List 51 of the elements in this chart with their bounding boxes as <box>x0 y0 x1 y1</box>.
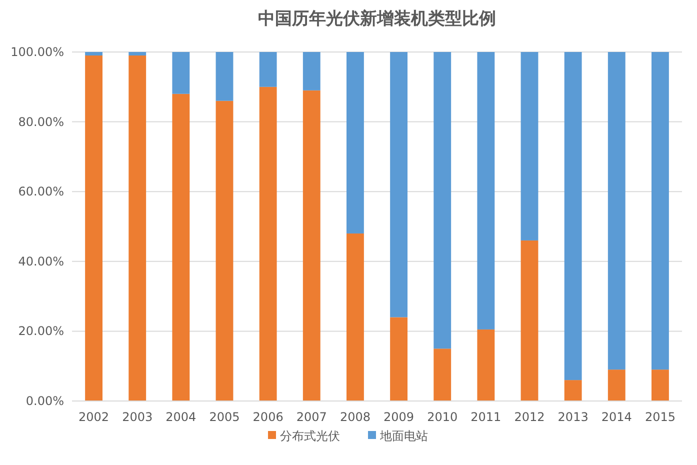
y-tick-label: 40.00% <box>18 254 64 268</box>
legend-label: 分布式光伏 <box>280 429 340 443</box>
x-tick-label: 2002 <box>78 410 110 424</box>
bar <box>434 52 452 349</box>
y-tick-label: 60.00% <box>18 184 64 199</box>
x-tick-label: 2007 <box>296 410 327 424</box>
bar <box>652 52 669 370</box>
y-tick-label: 100.00% <box>10 45 64 59</box>
x-tick-label: 2006 <box>252 410 284 424</box>
bar <box>564 380 582 401</box>
bar <box>652 370 669 401</box>
bar <box>172 94 190 401</box>
bar <box>216 100 234 401</box>
bar <box>172 52 190 94</box>
bar <box>259 86 277 401</box>
bar <box>128 52 146 56</box>
bar <box>302 52 320 90</box>
bar <box>302 90 320 401</box>
chart-title: 中国历年光伏新增装机类型比例 <box>258 9 496 29</box>
bar <box>346 233 364 401</box>
x-tick-label: 2010 <box>427 410 458 424</box>
bar <box>85 55 102 401</box>
bar <box>216 52 234 101</box>
bar <box>346 52 364 234</box>
x-tick-label: 2009 <box>384 410 414 424</box>
bar <box>128 55 146 401</box>
bar <box>477 52 495 330</box>
bar <box>390 52 408 318</box>
x-tick-label: 2014 <box>601 410 632 424</box>
bar <box>477 329 495 401</box>
bar <box>434 348 452 401</box>
legend-label: 地面电站 <box>379 429 428 443</box>
x-tick-label: 2012 <box>514 410 545 424</box>
x-tick-label: 2004 <box>166 410 196 424</box>
bar <box>520 52 538 240</box>
bar <box>390 317 408 401</box>
bar <box>564 52 582 380</box>
x-tick-label: 2008 <box>340 410 370 424</box>
y-tick-label: 0.00% <box>26 394 64 408</box>
x-tick-label: 2015 <box>644 410 676 424</box>
x-tick-label: 2003 <box>122 410 153 424</box>
bar <box>259 52 277 87</box>
bar <box>85 52 102 56</box>
x-tick-label: 2013 <box>558 410 588 424</box>
x-tick-label: 2011 <box>470 410 502 424</box>
bar <box>520 240 538 401</box>
y-tick-label: 80.00% <box>18 114 64 129</box>
y-tick-label: 20.00% <box>18 324 64 338</box>
bar <box>608 370 626 401</box>
x-tick-label: 2005 <box>209 410 240 424</box>
bar <box>608 52 626 370</box>
